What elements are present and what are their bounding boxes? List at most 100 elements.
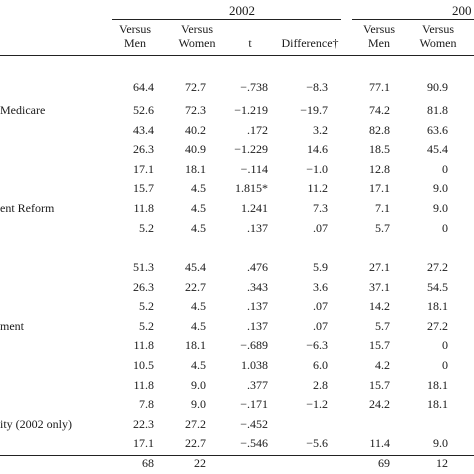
table-cell: 18.1 xyxy=(427,397,448,411)
table-cell: 63.6 xyxy=(427,123,448,137)
table-cell: 14.2 xyxy=(369,299,390,313)
table-cell: 7.1 xyxy=(375,201,390,215)
table-cell: 4.5 xyxy=(191,358,206,372)
table-cell: 1.815* xyxy=(235,181,268,195)
table-cell: 26.3 xyxy=(133,142,154,156)
table-cell: 81.8 xyxy=(427,103,448,117)
table-cell: 5.7 xyxy=(375,221,390,235)
table-cell: 27.2 xyxy=(185,417,206,431)
table-cell: 0 xyxy=(442,338,448,352)
table-cell: 9.0 xyxy=(433,201,448,215)
table-cell: 77.1 xyxy=(369,80,390,94)
table-cell: 4.2 xyxy=(375,358,390,372)
table-cell: 37.1 xyxy=(369,280,390,294)
table-cell: 5.7 xyxy=(375,319,390,333)
table-cell: 72.7 xyxy=(185,80,206,94)
table-cell: 40.9 xyxy=(185,142,206,156)
table-cell: 4.5 xyxy=(191,181,206,195)
year-rule-2002 xyxy=(112,19,341,20)
table-cell: −.171 xyxy=(240,397,268,411)
table-cell: 5.9 xyxy=(313,260,328,274)
table-cell: 9.0 xyxy=(433,181,448,195)
table-cell: −.114 xyxy=(240,162,268,176)
col-header-versus-men-2002: Versus Men xyxy=(119,22,151,50)
col-header-versus-women-2002: Versus Women xyxy=(178,22,216,50)
col-header-difference: Difference† xyxy=(281,36,339,50)
table-cell: 18.5 xyxy=(369,142,390,156)
table-cell: 0 xyxy=(442,221,448,235)
year-header-2002: 2002 xyxy=(229,3,255,18)
table-cell: 43.4 xyxy=(133,123,154,137)
table-cell: 68 xyxy=(142,456,154,470)
table-cell: −.738 xyxy=(240,80,268,94)
table-cell: 14.6 xyxy=(307,142,328,156)
table-cell: 9.0 xyxy=(191,378,206,392)
table-cell: 17.1 xyxy=(133,436,154,450)
table-cell: 11.8 xyxy=(133,338,154,352)
table-cell: 15.7 xyxy=(133,181,154,195)
table-cell: 24.2 xyxy=(369,397,390,411)
table-cell: 6.0 xyxy=(313,358,328,372)
table-cell: 9.0 xyxy=(433,436,448,450)
table-cell: 7.8 xyxy=(139,397,154,411)
table-cell: .172 xyxy=(247,123,268,137)
table-cell: 22.7 xyxy=(185,436,206,450)
table-cell: 27.2 xyxy=(427,260,448,274)
table-cell: 45.4 xyxy=(427,142,448,156)
year-rule-second xyxy=(352,19,474,20)
table-cell: 5.2 xyxy=(139,221,154,235)
table-cell: 7.3 xyxy=(313,201,328,215)
table-cell: −.452 xyxy=(240,417,268,431)
row-label: ent Reform xyxy=(0,201,55,215)
table-cell: .476 xyxy=(247,260,268,274)
table-cell: 5.2 xyxy=(139,319,154,333)
table-cell: 1.038 xyxy=(241,358,268,372)
table-cell: 72.3 xyxy=(185,103,206,117)
table-cell: 11.4 xyxy=(369,436,390,450)
table-cell: 0 xyxy=(442,358,448,372)
col-header-t: t xyxy=(248,36,252,50)
table-cell: 12 xyxy=(436,456,448,470)
table-cell: 22 xyxy=(194,456,206,470)
table-cell: 12.8 xyxy=(369,162,390,176)
table-cell: .137 xyxy=(247,221,268,235)
table-cell: 90.9 xyxy=(427,80,448,94)
table-cell: 1.241 xyxy=(241,201,268,215)
table-cell: 17.1 xyxy=(133,162,154,176)
table-cell: 9.0 xyxy=(191,397,206,411)
table-cell: 54.5 xyxy=(427,280,448,294)
table-cell: 26.3 xyxy=(133,280,154,294)
table-cell: 3.6 xyxy=(313,280,328,294)
col-header-versus-women-second: Versus Women xyxy=(419,22,457,50)
table-cell: 11.2 xyxy=(307,181,328,195)
table-cell: −1.219 xyxy=(234,103,268,117)
row-label: ity (2002 only) xyxy=(0,417,72,431)
table-cell: 11.8 xyxy=(133,378,154,392)
table-cell: 18.1 xyxy=(427,299,448,313)
table-cell: .07 xyxy=(313,221,328,235)
header-rule xyxy=(0,55,474,56)
table-cell: 2.8 xyxy=(313,378,328,392)
table-cell: 64.4 xyxy=(133,80,154,94)
table-cell: −19.7 xyxy=(300,103,328,117)
table-cell: 22.7 xyxy=(185,280,206,294)
table-cell: −6.3 xyxy=(306,338,328,352)
table-cell: 4.5 xyxy=(191,299,206,313)
table-cell: 15.7 xyxy=(369,338,390,352)
table-cell: 4.5 xyxy=(191,319,206,333)
table-cell: 5.2 xyxy=(139,299,154,313)
table-cell: −5.6 xyxy=(306,436,328,450)
table-cell: −.546 xyxy=(240,436,268,450)
table-cell: −1.0 xyxy=(306,162,328,176)
table-cell: 45.4 xyxy=(185,260,206,274)
table-cell: .137 xyxy=(247,319,268,333)
table-cell: 10.5 xyxy=(133,358,154,372)
col-header-versus-men-second: Versus Men xyxy=(363,22,395,50)
table-cell: 52.6 xyxy=(133,103,154,117)
table-cell: 18.1 xyxy=(185,338,206,352)
table-cell: 22.3 xyxy=(133,417,154,431)
table-cell: 4.5 xyxy=(191,221,206,235)
table-cell: 0 xyxy=(442,162,448,176)
table-cell: .137 xyxy=(247,299,268,313)
table-cell: .377 xyxy=(247,378,268,392)
